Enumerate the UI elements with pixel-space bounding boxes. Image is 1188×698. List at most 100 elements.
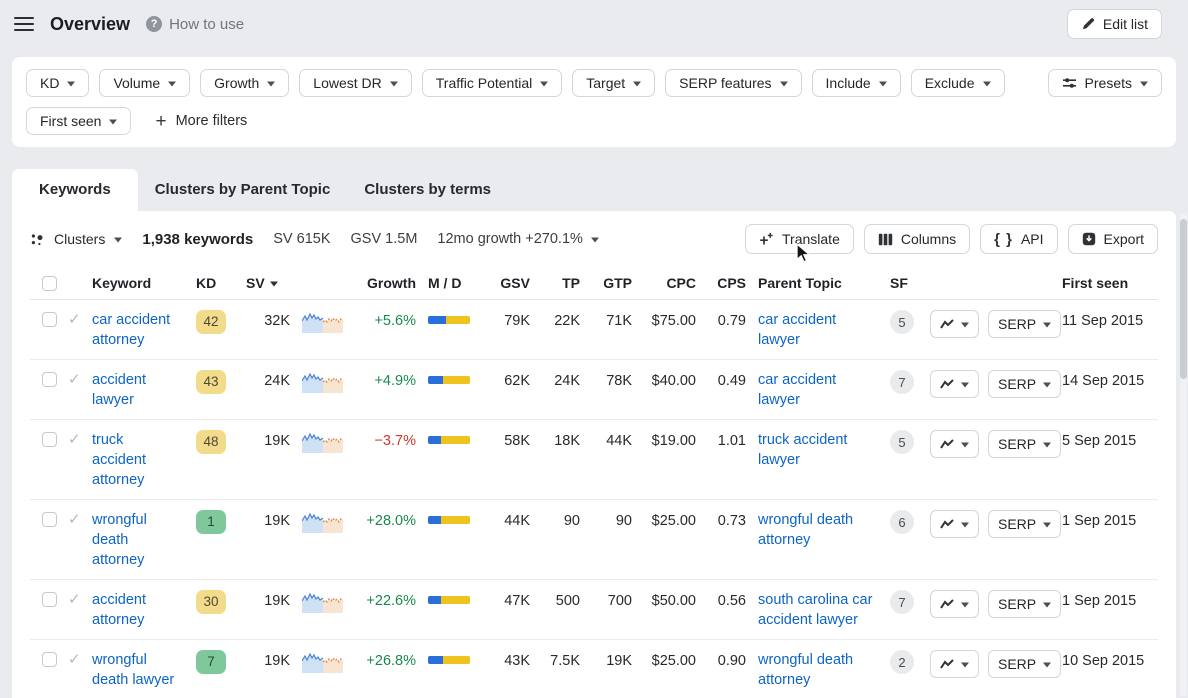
gsv-value: 79K [504, 313, 530, 329]
table-row: ✓ accident attorney 30 19K +22.6% 47K 50… [30, 580, 1158, 640]
col-header-first-seen[interactable]: First seen [1062, 275, 1129, 291]
scrollbar-thumb[interactable] [1180, 219, 1187, 379]
row-checkbox[interactable] [42, 511, 57, 527]
position-history-chart-button[interactable] [930, 650, 979, 678]
tab-keywords[interactable]: Keywords [12, 169, 138, 211]
translate-icon [760, 232, 773, 244]
row-checkbox[interactable] [42, 431, 57, 447]
parent-topic-link[interactable]: south carolina car accident lawyer [758, 592, 873, 628]
tp-value: 22K [554, 313, 580, 329]
filter-lowest-dr[interactable]: Lowest DR [299, 69, 412, 97]
columns-button[interactable]: Columns [863, 224, 971, 254]
col-header-sv[interactable]: SV [246, 275, 302, 291]
table-row: ✓ wrongful death attorney 1 19K +28.0% 4… [30, 500, 1158, 580]
parent-topic-link[interactable]: car accident lawyer [758, 372, 837, 408]
vertical-scrollbar[interactable] [1180, 214, 1187, 696]
col-header-keyword[interactable]: Keyword [92, 275, 152, 291]
edit-list-button[interactable]: Edit list [1066, 9, 1162, 39]
row-checkbox[interactable] [42, 311, 57, 327]
keyword-link[interactable]: wrongful death attorney [92, 512, 147, 568]
more-filters-button[interactable]: + More filters [155, 112, 247, 131]
serp-dropdown-button[interactable]: SERP [988, 650, 1062, 678]
keyword-link[interactable]: truck accident attorney [92, 432, 147, 488]
position-history-chart-button[interactable] [930, 590, 979, 618]
col-header-parent-topic[interactable]: Parent Topic [758, 275, 842, 291]
col-header-kd[interactable]: KD [196, 275, 217, 291]
col-header-cpc[interactable]: CPC [666, 275, 696, 291]
api-button[interactable]: { } API [980, 224, 1058, 254]
gsv-value: 47K [504, 593, 530, 609]
serp-dropdown-button[interactable]: SERP [988, 430, 1062, 458]
filter-first-seen[interactable]: First seen [26, 107, 132, 135]
sv-value: 19K [264, 593, 290, 609]
position-history-chart-button[interactable] [930, 510, 979, 538]
columns-label: Columns [900, 231, 957, 247]
export-label: Export [1103, 231, 1144, 247]
position-history-chart-button[interactable] [930, 370, 979, 398]
serp-dropdown-button[interactable]: SERP [988, 590, 1062, 618]
keyword-link[interactable]: accident attorney [92, 592, 147, 628]
first-seen-value: 10 Sep 2015 [1062, 653, 1145, 669]
filter-kd[interactable]: KD [26, 69, 90, 97]
parent-topic-link[interactable]: truck accident lawyer [758, 432, 848, 468]
row-checkbox[interactable] [42, 371, 57, 387]
col-header-md[interactable]: M / D [428, 275, 462, 291]
position-history-chart-button[interactable] [930, 310, 979, 338]
select-all-checkbox[interactable] [42, 275, 57, 291]
growth-stat-dropdown[interactable]: 12mo growth +270.1% [437, 231, 599, 247]
how-to-use-link[interactable]: ? How to use [146, 16, 244, 33]
col-header-sf[interactable]: SF [890, 275, 908, 291]
filter-label: Include [825, 75, 871, 91]
clusters-dropdown[interactable]: Clusters [30, 231, 123, 247]
filter-traffic-potential[interactable]: Traffic Potential [421, 69, 563, 97]
cpc-value: $40.00 [651, 373, 696, 389]
chevron-down-icon [961, 442, 969, 451]
export-button[interactable]: Export [1067, 224, 1158, 254]
filter-include[interactable]: Include [811, 69, 901, 97]
keyword-link[interactable]: car accident attorney [92, 312, 171, 348]
check-mark-icon: ✓ [68, 511, 81, 528]
cpc-value: $25.00 [651, 513, 696, 529]
col-header-gsv[interactable]: GSV [500, 275, 530, 291]
serp-dropdown-button[interactable]: SERP [988, 310, 1062, 338]
table-row: ✓ wrongful death lawyer 7 19K +26.8% 43K… [30, 640, 1158, 698]
parent-topic-link[interactable]: wrongful death attorney [758, 512, 854, 548]
growth-value: −3.7% [374, 433, 416, 449]
sliders-icon [1062, 78, 1076, 88]
trend-line-icon [940, 599, 954, 609]
col-header-gtp[interactable]: GTP [603, 275, 632, 291]
row-checkbox[interactable] [42, 651, 57, 667]
keyword-link[interactable]: wrongful death lawyer [92, 652, 175, 688]
row-checkbox[interactable] [42, 591, 57, 607]
filter-target[interactable]: Target [572, 69, 656, 97]
serp-features-badge: 5 [890, 430, 914, 454]
gtp-value: 700 [607, 593, 632, 609]
chevron-down-icon [878, 81, 887, 90]
translate-button[interactable]: Translate [745, 224, 854, 254]
col-header-tp[interactable]: TP [562, 275, 580, 291]
tab-clusters-by-parent-topic[interactable]: Clusters by Parent Topic [154, 181, 331, 198]
kd-badge: 30 [196, 590, 226, 614]
chevron-down-icon [1043, 522, 1052, 531]
parent-topic-link[interactable]: car accident lawyer [758, 312, 837, 348]
kd-badge: 48 [196, 430, 226, 454]
filter-volume[interactable]: Volume [99, 69, 191, 97]
parent-topic-link[interactable]: wrongful death attorney [758, 652, 854, 688]
serp-dropdown-button[interactable]: SERP [988, 510, 1062, 538]
filter-label: Volume [113, 75, 161, 91]
presets-button[interactable]: Presets [1047, 69, 1162, 97]
menu-icon[interactable] [14, 16, 34, 32]
keyword-link[interactable]: accident lawyer [92, 372, 147, 408]
trend-sparkline [301, 508, 358, 542]
sv-value: 19K [264, 433, 290, 449]
filter-serp-features[interactable]: SERP features [665, 69, 802, 97]
position-history-chart-button[interactable] [930, 430, 979, 458]
filter-exclude[interactable]: Exclude [910, 69, 1005, 97]
trend-line-icon [940, 379, 954, 389]
col-header-cps[interactable]: CPS [717, 275, 746, 291]
filter-growth[interactable]: Growth [200, 69, 290, 97]
col-header-growth[interactable]: Growth [367, 275, 416, 291]
tab-clusters-by-terms[interactable]: Clusters by terms [364, 181, 492, 198]
serp-dropdown-button[interactable]: SERP [988, 370, 1062, 398]
plus-icon: + [155, 110, 167, 132]
